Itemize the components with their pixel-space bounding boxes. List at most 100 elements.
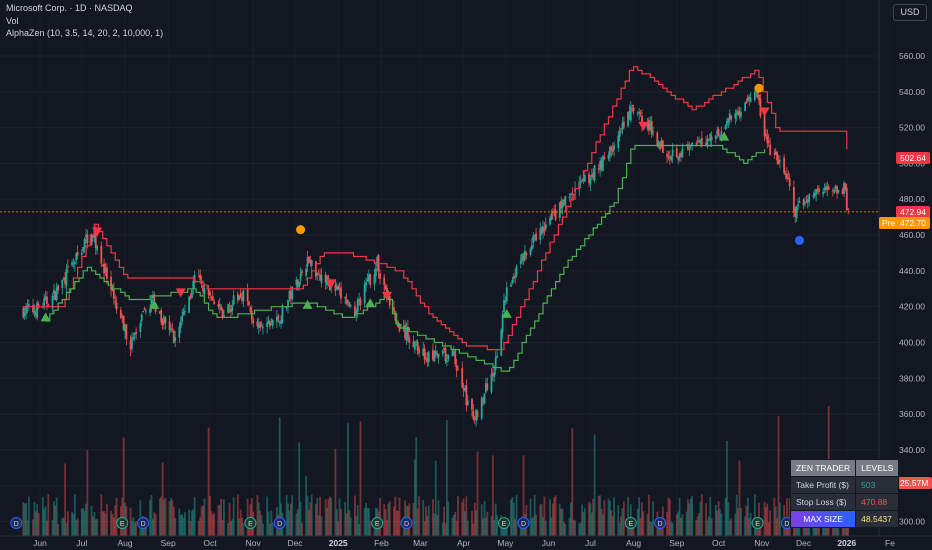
volume-bar	[236, 494, 239, 536]
volume-bar	[310, 494, 313, 536]
candle-body	[170, 329, 172, 331]
volume-bar	[365, 502, 367, 536]
candle-body	[168, 321, 171, 330]
volume-bar	[522, 455, 525, 536]
candle-body	[62, 278, 65, 280]
candle-body	[766, 136, 769, 144]
earnings-marker[interactable]	[116, 517, 129, 529]
volume-bar	[418, 496, 420, 536]
candle-body	[236, 294, 239, 301]
volume-bar	[737, 508, 740, 536]
earnings-marker[interactable]	[371, 517, 384, 529]
candle-body	[500, 330, 503, 356]
candle-body	[564, 196, 567, 206]
dividend-marker[interactable]	[654, 517, 667, 529]
candle-body	[617, 135, 620, 148]
volume-bars	[22, 406, 850, 536]
volume-bar	[471, 510, 473, 536]
candle-body	[436, 353, 439, 356]
y-tick-label: 360.00	[899, 409, 925, 419]
candle-body	[267, 320, 270, 324]
candle-body	[262, 327, 264, 329]
volume-bar	[621, 507, 624, 536]
volume-bar	[54, 505, 57, 536]
volume-bar	[184, 512, 186, 536]
candle-body	[280, 320, 282, 324]
candle-body	[783, 157, 785, 173]
candle-body	[231, 305, 234, 311]
volume-bar	[837, 521, 840, 536]
volume-bar	[395, 510, 398, 536]
candle-body	[393, 307, 395, 312]
volume-bar	[100, 494, 103, 536]
volume-bar	[766, 503, 769, 536]
candle-body	[525, 252, 528, 256]
candle-body	[189, 296, 192, 298]
candle-body	[627, 111, 629, 127]
candle-body	[335, 286, 338, 290]
volume-legend[interactable]: Vol	[6, 16, 19, 26]
stop-loss-label: Stop Loss ($)	[789, 493, 857, 511]
candle-body	[94, 231, 97, 249]
volume-bar	[738, 460, 741, 536]
candle-body	[773, 153, 776, 155]
candle-body	[317, 274, 320, 276]
candle-body	[103, 263, 105, 274]
candle-body	[503, 300, 505, 312]
volume-bar	[464, 511, 466, 536]
volume-bar	[599, 495, 602, 536]
earnings-marker[interactable]	[751, 517, 764, 529]
dividend-marker[interactable]	[400, 517, 413, 529]
dividend-marker[interactable]	[10, 517, 23, 529]
volume-bar	[560, 508, 563, 536]
candle-body	[700, 138, 703, 145]
volume-bar	[65, 522, 68, 536]
candle-body	[756, 90, 759, 97]
volume-bar	[271, 522, 274, 536]
indicator-legend[interactable]: AlphaZen (10, 3.5, 14, 20, 2, 10,000, 1)	[6, 28, 164, 38]
volume-bar	[256, 494, 259, 536]
volume-bar	[512, 502, 515, 536]
dividend-marker[interactable]	[273, 517, 286, 529]
volume-bar	[207, 427, 210, 536]
dividend-marker[interactable]	[137, 517, 150, 529]
candle-body	[522, 256, 525, 261]
candle-body	[306, 257, 309, 267]
volume-bar	[454, 511, 457, 536]
earnings-marker[interactable]	[624, 517, 637, 529]
sell-signal-triangle	[92, 227, 103, 237]
volume-bar	[203, 498, 206, 536]
candle-body	[129, 340, 132, 350]
volume-bar	[491, 455, 494, 536]
x-tick-label: Fe	[885, 538, 895, 548]
dividend-marker[interactable]	[517, 517, 530, 529]
earnings-marker[interactable]	[498, 517, 511, 529]
volume-bar	[379, 498, 381, 536]
candle-body	[252, 319, 255, 324]
currency-button[interactable]: USD	[893, 4, 927, 21]
candle-body	[680, 152, 682, 156]
volume-bar	[25, 503, 27, 536]
candle-body	[309, 260, 312, 264]
volume-bar	[592, 498, 595, 536]
candle-body	[33, 311, 36, 314]
volume-bar	[422, 500, 425, 536]
earnings-marker[interactable]	[244, 517, 257, 529]
sell-signal-triangle	[638, 121, 649, 131]
volume-bar	[574, 520, 576, 536]
candle-body	[365, 282, 367, 286]
volume-bar	[189, 521, 192, 536]
volume-bar	[326, 507, 328, 536]
candle-body	[749, 97, 752, 102]
volume-bar	[564, 523, 567, 536]
candle-body	[135, 331, 138, 334]
volume-bar	[622, 501, 625, 536]
candle-body	[763, 114, 766, 137]
volume-bar	[582, 511, 585, 536]
candle-body	[328, 283, 331, 291]
volume-bar	[649, 521, 652, 536]
volume-bar	[230, 521, 232, 536]
volume-bar	[734, 513, 737, 536]
volume-bar	[296, 509, 299, 536]
